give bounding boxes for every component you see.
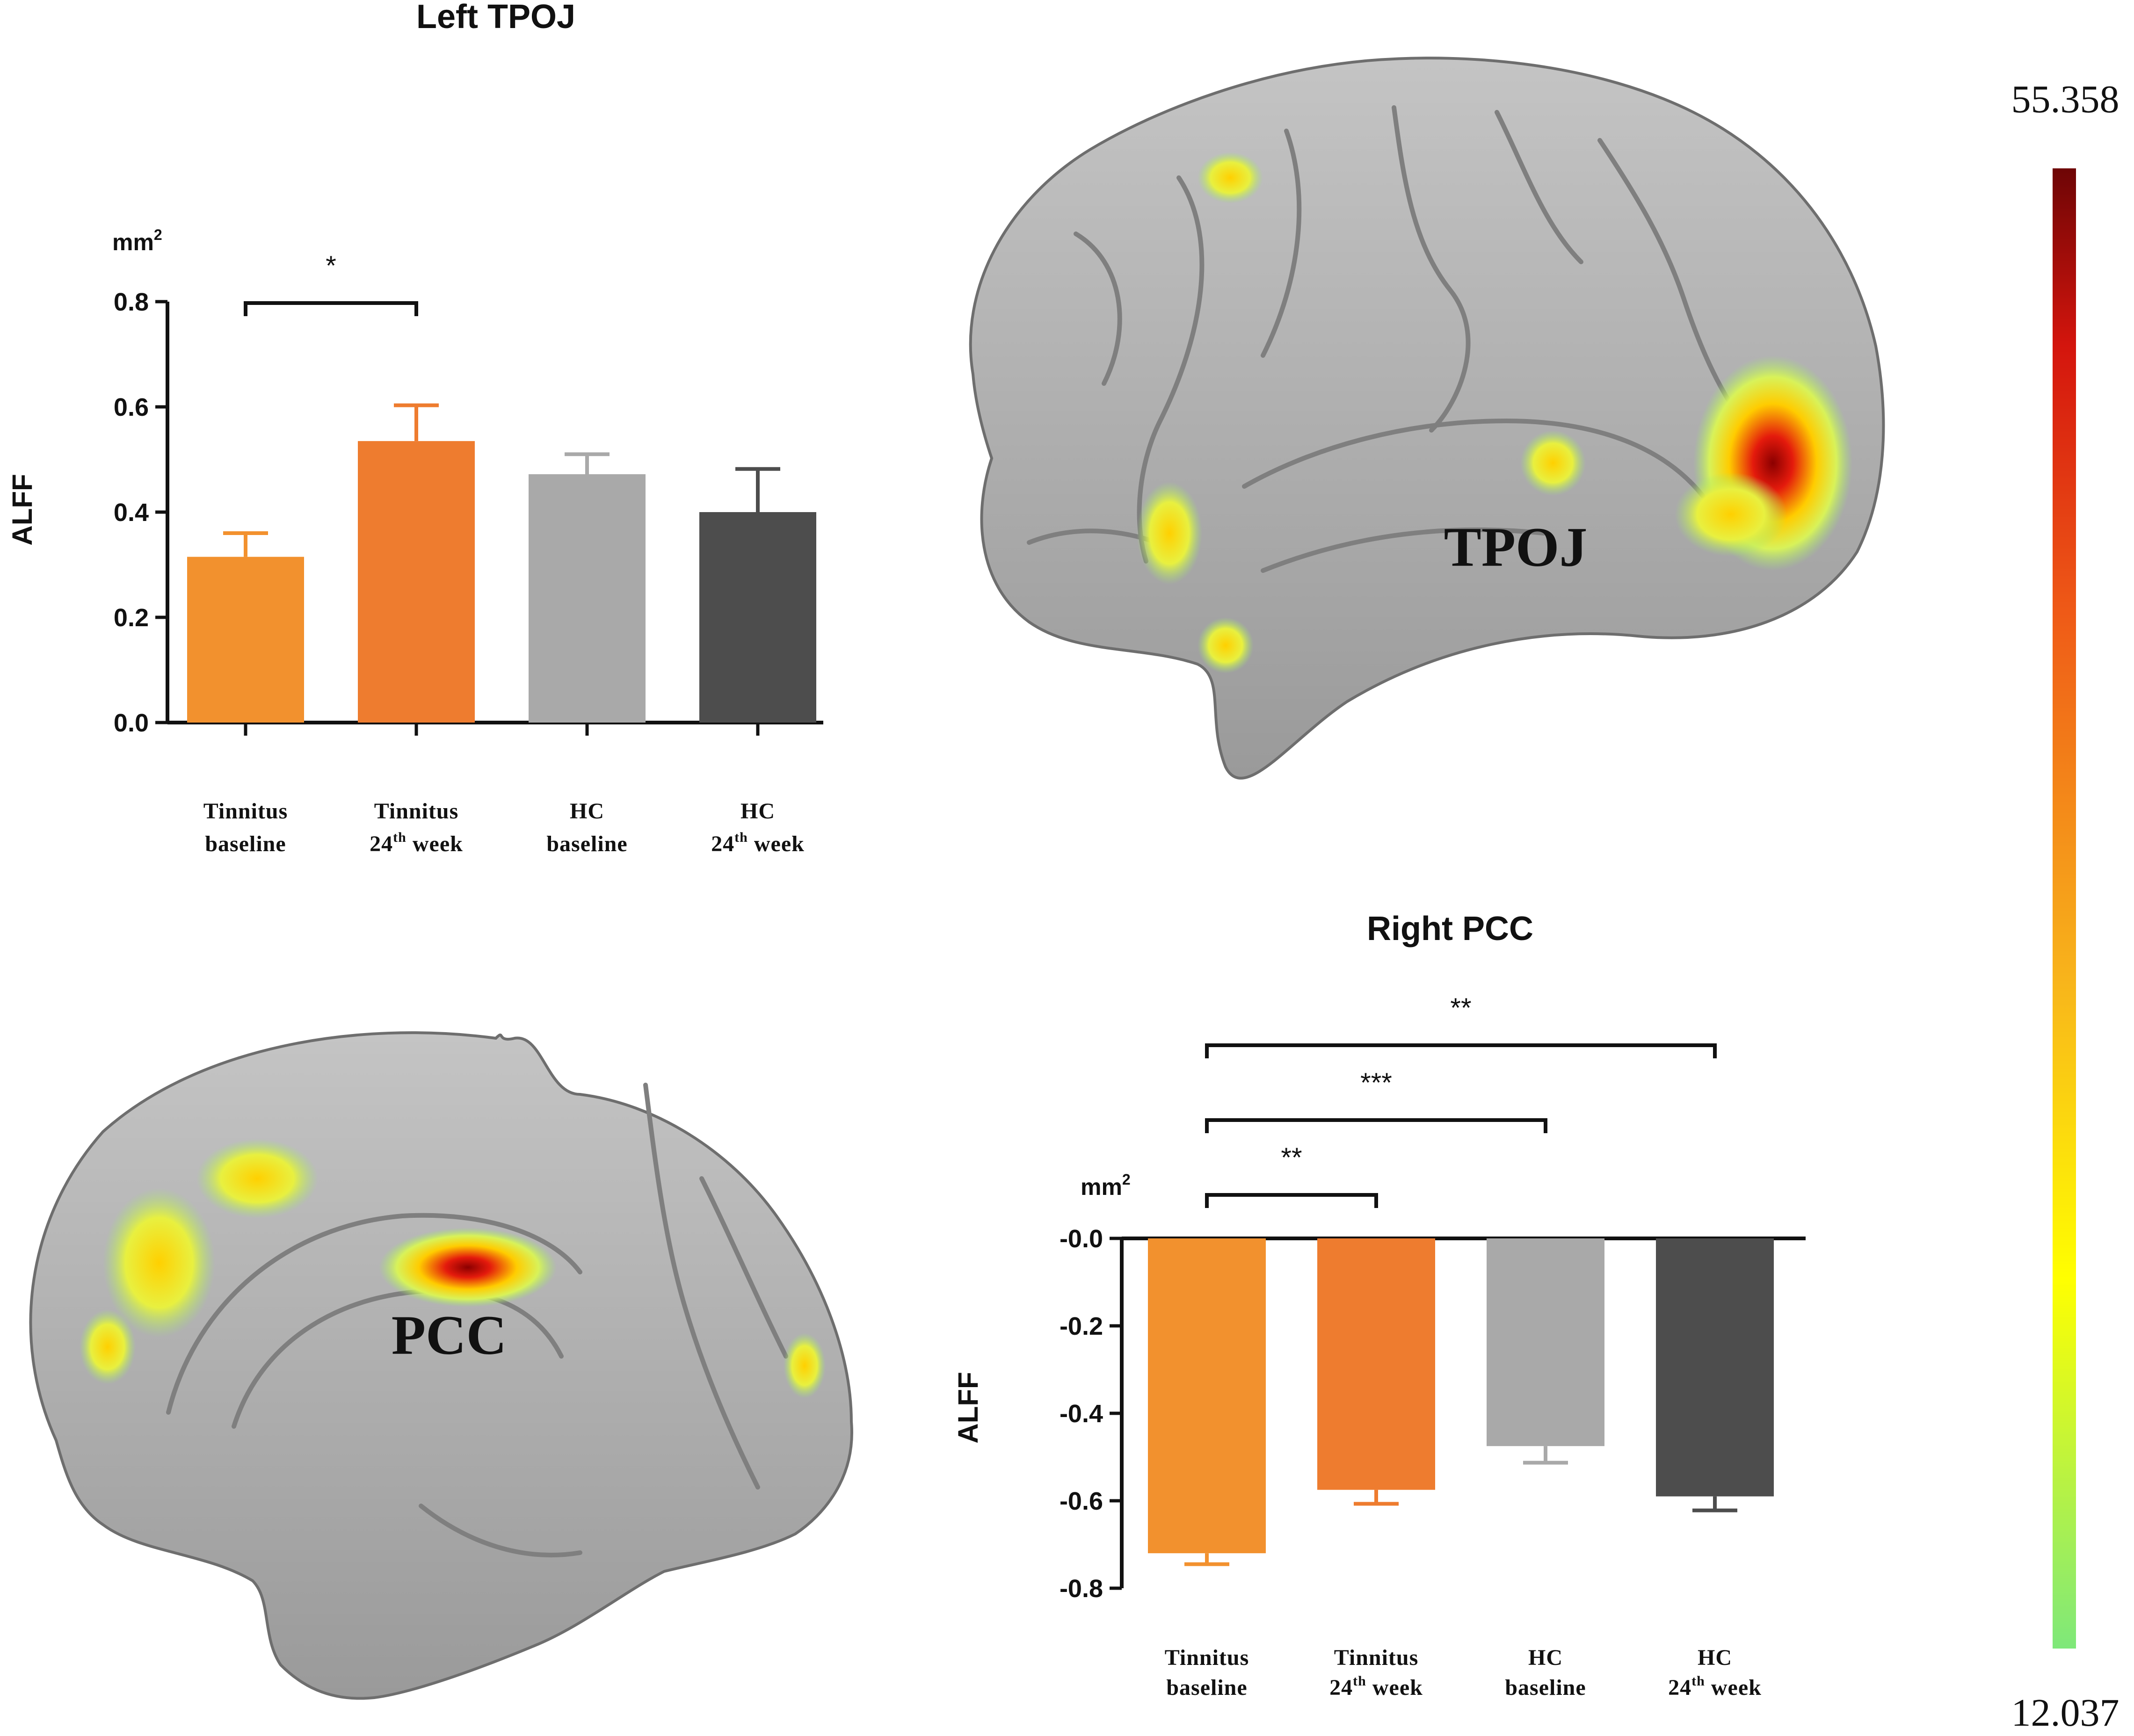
lateral-blob-frontal xyxy=(1198,152,1263,203)
category-label-line2: 24th week xyxy=(1329,1673,1423,1700)
y-tick-label: 0.4 xyxy=(114,499,149,527)
chart1-unit-base: mm xyxy=(112,229,154,255)
medial-blob-frontal-3 xyxy=(80,1309,136,1384)
category-label-line1: HC xyxy=(1698,1645,1732,1670)
y-tick-label: 0.2 xyxy=(114,604,149,632)
category-label-line2: baseline xyxy=(1505,1675,1586,1700)
bar xyxy=(187,557,304,723)
category-label-line1: HC xyxy=(1528,1645,1563,1670)
pcc-label: PCC xyxy=(392,1304,507,1366)
chart1-unit-sup: 2 xyxy=(154,226,162,243)
category-label-line2: 24th week xyxy=(370,830,463,856)
chart2-unit-sup: 2 xyxy=(1122,1171,1131,1188)
tpoj-label: TPOJ xyxy=(1444,516,1588,578)
category-label-part: week xyxy=(1366,1675,1423,1700)
chart-right-pcc: Right PCC mm2 ALFF -0.0-0.2-0.4-0.6-0.8 … xyxy=(952,910,1806,1700)
category-label-line1: HC xyxy=(570,799,604,824)
medial-blob-occipital xyxy=(784,1333,826,1398)
y-tick-label: 0.8 xyxy=(114,288,149,316)
brain-lateral-image: TPOJ xyxy=(969,57,1885,780)
category-label-sup: th xyxy=(1691,1673,1705,1689)
bar xyxy=(699,512,816,723)
category-label-line1: Tinnitus xyxy=(203,799,288,824)
lateral-blob-inferior xyxy=(1137,482,1202,585)
category-label-line2: baseline xyxy=(205,832,286,856)
significance-stars: ** xyxy=(1450,993,1471,1023)
chart2-unit-base: mm xyxy=(1081,1174,1122,1200)
category-label-part: week xyxy=(406,832,463,856)
y-tick-label: 0.0 xyxy=(114,709,149,737)
y-tick-label: -0.8 xyxy=(1060,1575,1103,1603)
chart1-ylabel: ALFF xyxy=(7,474,38,545)
chart2-title: Right PCC xyxy=(1367,910,1533,948)
medial-blob-frontal-2 xyxy=(103,1188,215,1338)
y-tick-label: -0.2 xyxy=(1060,1312,1103,1340)
category-label-part: baseline xyxy=(1166,1675,1247,1700)
y-tick-label: -0.0 xyxy=(1060,1225,1103,1253)
significance-bracket xyxy=(1205,1043,1717,1058)
chart1-title: Left TPOJ xyxy=(416,0,575,36)
category-label-line2: baseline xyxy=(1166,1675,1247,1700)
color-scale-max: 55.358 xyxy=(2011,78,2119,121)
bar xyxy=(1317,1238,1435,1490)
significance-stars: ** xyxy=(1281,1143,1302,1173)
chart2-bars xyxy=(1148,1238,1774,1554)
chart1-tick-labels: 0.0 0.2 0.4 0.6 0.8 xyxy=(114,288,167,737)
chart2-tick-labels: -0.0 -0.2 -0.4 -0.6 -0.8 xyxy=(1060,1225,1122,1603)
chart1-significance: * xyxy=(244,251,418,316)
y-tick-label: 0.6 xyxy=(114,393,149,421)
brain-lateral-sulci xyxy=(1027,105,1780,573)
category-label-line2: baseline xyxy=(546,832,627,856)
y-tick-label: -0.6 xyxy=(1060,1487,1103,1515)
pcc-hotspot xyxy=(379,1228,557,1307)
category-label-line1: Tinnitus xyxy=(374,799,459,824)
y-tick-label: -0.4 xyxy=(1060,1400,1103,1428)
significance-bracket xyxy=(244,301,418,316)
color-scale-bar xyxy=(2053,168,2076,1649)
brain-medial-image: PCC xyxy=(29,1031,853,1700)
bar xyxy=(358,441,475,723)
bar xyxy=(1656,1238,1774,1497)
category-label-part: week xyxy=(1705,1675,1762,1700)
category-label-sup: th xyxy=(1353,1673,1366,1689)
category-label-part: 24 xyxy=(370,832,393,856)
significance-stars: *** xyxy=(1360,1068,1392,1098)
bar xyxy=(1487,1238,1604,1447)
bar xyxy=(1148,1238,1266,1554)
chart2-significance: ******* xyxy=(1205,993,1717,1208)
chart-left-tpoj: Left TPOJ mm2 ALFF 0.0 0.2 0.4 0.6 0.8 * Tin… xyxy=(7,0,823,856)
category-label-part: baseline xyxy=(205,832,286,856)
chart1-error-bars xyxy=(223,403,780,557)
category-label-line1: HC xyxy=(740,799,775,824)
tpoj-hotspot-lower xyxy=(1675,472,1787,557)
chart2-unit: mm2 xyxy=(1081,1171,1131,1200)
bar xyxy=(529,474,646,723)
category-label-part: baseline xyxy=(1505,1675,1586,1700)
category-label-part: 24 xyxy=(1668,1675,1691,1700)
chart1-unit: mm2 xyxy=(112,226,162,255)
category-label-line1: Tinnitus xyxy=(1334,1645,1419,1670)
significance-stars: * xyxy=(326,251,336,281)
category-label-sup: th xyxy=(393,830,406,845)
category-label-part: week xyxy=(748,832,805,856)
lateral-blob-pole xyxy=(1198,617,1254,673)
category-label-sup: th xyxy=(734,830,748,845)
chart2-error-bars xyxy=(1184,1446,1737,1566)
category-label-part: baseline xyxy=(546,832,627,856)
category-label-line2: 24th week xyxy=(711,830,805,856)
category-label-part: 24 xyxy=(1329,1675,1353,1700)
category-label-line2: 24th week xyxy=(1668,1673,1762,1700)
chart2-ylabel: ALFF xyxy=(952,1372,984,1443)
category-label-part: 24 xyxy=(711,832,734,856)
chart1-bars xyxy=(187,441,816,723)
significance-bracket xyxy=(1205,1193,1378,1208)
medial-blob-frontal-1 xyxy=(196,1139,318,1218)
color-scale: 55.358 12.037 xyxy=(2011,78,2119,1735)
lateral-blob-temporal xyxy=(1520,430,1586,496)
significance-bracket xyxy=(1205,1118,1547,1133)
color-scale-min: 12.037 xyxy=(2011,1691,2119,1735)
category-label-line1: Tinnitus xyxy=(1165,1645,1249,1670)
